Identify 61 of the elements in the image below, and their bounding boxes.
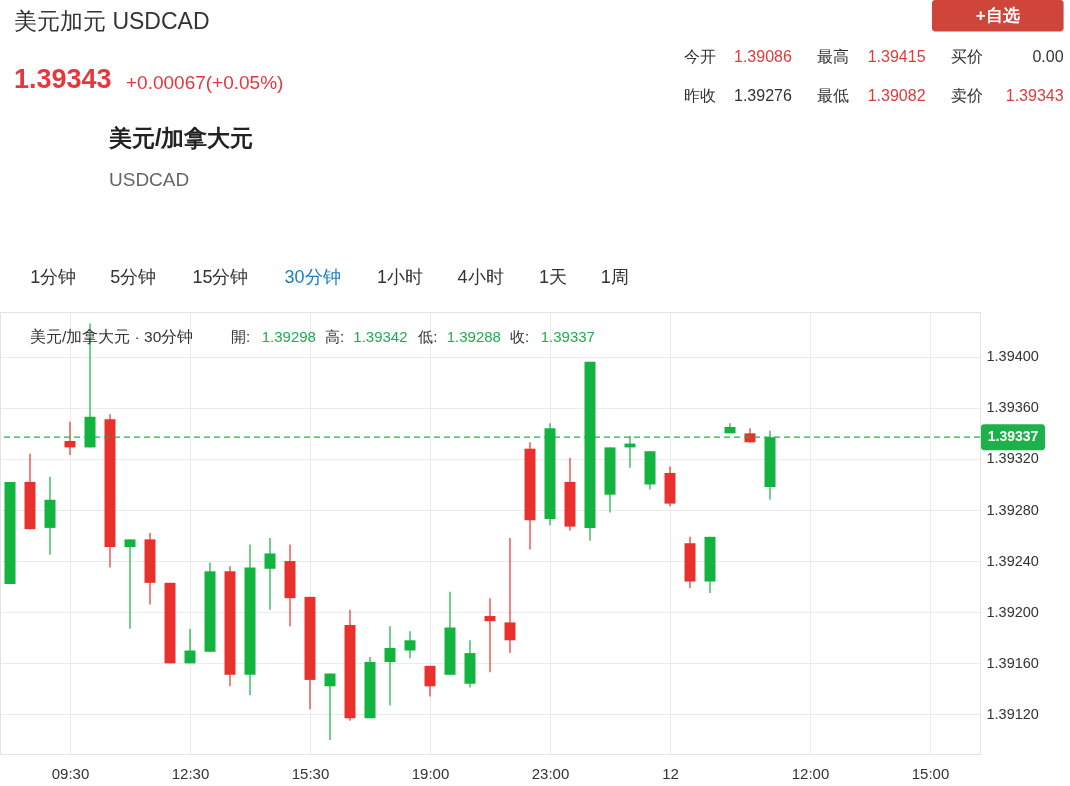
text: 1小时 xyxy=(377,266,424,287)
x-tick-label: 12:30 xyxy=(171,764,210,782)
y-tick-label: 1.39360 xyxy=(986,399,1039,416)
annotation: 1.39342 xyxy=(353,327,408,345)
text: 5分钟 xyxy=(110,266,157,287)
text: 1.39343 xyxy=(1005,86,1064,104)
annotation: 收: xyxy=(510,327,530,345)
text: 美元/加拿大元 xyxy=(108,124,254,151)
annotation: 開: xyxy=(231,327,251,345)
text: 1.39276 xyxy=(734,86,792,104)
ref-line-label: 1.39337 xyxy=(987,428,1039,445)
y-tick-label: 1.39200 xyxy=(986,603,1039,620)
chart-title: 美元加元 USDCAD xyxy=(14,8,210,34)
y-tick-label: 1.39240 xyxy=(986,552,1039,569)
text: 卖价 xyxy=(950,86,983,104)
text: 1周 xyxy=(600,266,629,287)
candlestick xyxy=(404,630,416,659)
candlestick xyxy=(484,597,496,673)
annotation: 1.39337 xyxy=(540,327,595,345)
annotation: 低: xyxy=(418,327,438,345)
text: 最高 xyxy=(817,48,849,66)
x-tick-label: 12 xyxy=(662,764,679,782)
text: 30分钟 xyxy=(284,266,341,287)
text: 今开 xyxy=(684,48,716,66)
y-tick-label: 1.39400 xyxy=(986,348,1039,365)
text: 1.39343 xyxy=(14,64,112,94)
x-tick-label: 15:30 xyxy=(291,764,330,782)
x-tick-label: 12:00 xyxy=(791,764,830,782)
candlestick xyxy=(184,628,196,664)
text: 最低 xyxy=(817,86,849,104)
text: +自选 xyxy=(975,5,1020,25)
y-tick-label: 1.39280 xyxy=(986,501,1039,518)
x-tick-label: 09:30 xyxy=(51,764,90,782)
y-tick-label: 1.39120 xyxy=(986,705,1039,722)
text: 0.00 xyxy=(1032,48,1064,66)
y-tick-label: 1.39320 xyxy=(986,450,1039,467)
text: 1.39415 xyxy=(867,48,926,66)
text: USDCAD xyxy=(109,169,190,190)
text: 1天 xyxy=(539,266,568,287)
text: 1.39086 xyxy=(734,48,792,66)
y-tick-label: 1.39160 xyxy=(986,654,1039,671)
annotation: 1.39288 xyxy=(446,327,501,345)
candlestick xyxy=(64,421,76,456)
candlestick xyxy=(424,665,436,698)
annotation: 1.39298 xyxy=(261,327,316,345)
candlestick xyxy=(264,537,276,611)
x-tick-label: 19:00 xyxy=(411,764,450,782)
text: 买价 xyxy=(950,48,983,66)
x-tick-label: 15:00 xyxy=(911,764,950,782)
text: 1.39082 xyxy=(867,86,926,104)
text: 1分钟 xyxy=(30,266,77,287)
annotation: 高: xyxy=(325,327,345,345)
candlestick xyxy=(324,672,336,741)
x-tick-label: 23:00 xyxy=(531,764,570,782)
text: 昨收 xyxy=(684,86,716,104)
candlestick xyxy=(384,625,396,707)
text: 4小时 xyxy=(457,266,504,287)
candlestick xyxy=(124,538,136,630)
text: 15分钟 xyxy=(192,266,249,287)
candlestick xyxy=(504,537,516,654)
text: +0.00067(+0.05%) xyxy=(126,71,284,93)
